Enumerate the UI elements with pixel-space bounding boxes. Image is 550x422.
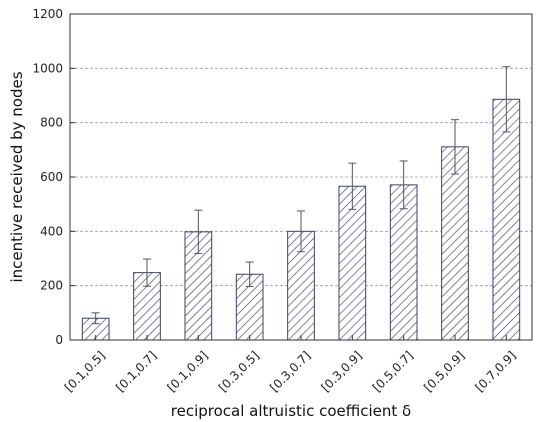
x-axis-ticks: [0.1,0.5] [0.1,0.7] [0.1,0.9] [0.3,0.5] [0.3… <box>62 335 519 395</box>
y-axis-title: incentive received by nodes <box>8 71 26 282</box>
y-tick-label: 400 <box>40 224 63 238</box>
x-axis-title: reciprocal altruistic coefficient δ <box>171 402 411 420</box>
bar <box>441 146 469 341</box>
y-axis-ticks: 0 200 400 600 800 1000 1200 <box>32 7 75 347</box>
x-tick-label: [0.1,0.5] <box>62 348 108 394</box>
error-bars <box>91 66 511 325</box>
bar <box>338 185 367 341</box>
bar <box>492 98 521 341</box>
x-tick-label: [0.5,0.9] <box>421 348 467 394</box>
y-tick-label: 0 <box>55 333 63 347</box>
y-tick-label: 1000 <box>32 61 63 75</box>
x-tick-label: [0.7,0.9] <box>472 348 518 394</box>
y-tick-label: 200 <box>40 279 63 293</box>
x-tick-label: [0.3,0.7] <box>267 348 313 394</box>
x-tick-label: [0.3,0.9] <box>318 348 364 394</box>
y-tick-label: 600 <box>40 170 63 184</box>
x-tick-label: [0.1,0.9] <box>164 348 210 394</box>
y-tick-label: 800 <box>40 116 63 130</box>
x-tick-label: [0.3,0.5] <box>216 348 262 394</box>
x-tick-label: [0.5,0.7] <box>370 348 416 394</box>
y-tick-label: 1200 <box>32 7 63 21</box>
x-tick-label: [0.1,0.7] <box>113 348 159 394</box>
